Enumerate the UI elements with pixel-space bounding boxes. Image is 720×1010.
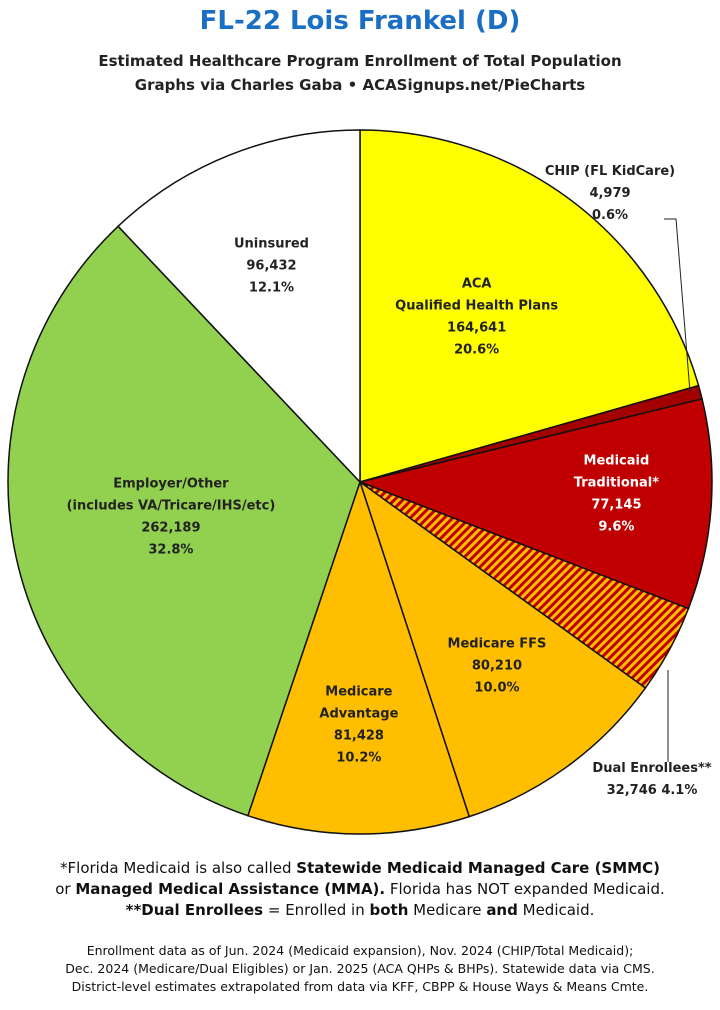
- footnote-text: = Enrolled in: [263, 901, 370, 919]
- slice-label-line: Employer/Other: [113, 477, 229, 492]
- footnote-line-1: *Florida Medicaid is also called Statewi…: [0, 858, 720, 879]
- source-line-3: District-level estimates extrapolated fr…: [71, 979, 649, 994]
- slice-label-line: 96,432: [246, 259, 296, 274]
- pie-slice-medicare: [246, 479, 471, 835]
- callout-line-chip-fl-kidcare: [664, 218, 691, 393]
- slice-label-line: 9.6%: [598, 520, 634, 535]
- slice-label-line: (includes VA/Tricare/IHS/etc): [67, 499, 276, 514]
- footnote-bold: and: [486, 901, 518, 919]
- slice-label-line: Medicaid: [584, 454, 650, 469]
- slice-label-medicare: Medicare Advantage 81,428 10.2%: [319, 684, 398, 765]
- footnote-bold: both: [369, 901, 409, 919]
- pie-slice-medicaid: [357, 398, 713, 610]
- footnotes: *Florida Medicaid is also called Statewi…: [0, 858, 720, 921]
- pie-slices: [7, 129, 713, 835]
- slice-label-uninsured: Uninsured 96,432 12.1%: [234, 237, 309, 296]
- slice-label-line: Dual Enrollees**: [592, 761, 711, 776]
- slice-label-line: ACA: [462, 276, 492, 291]
- footnote-text: Medicare: [408, 901, 487, 919]
- footnote-text: Medicaid.: [517, 901, 595, 919]
- pie-labels: ACA Qualified Health Plans 164,641 20.6% CHI…: [67, 164, 712, 798]
- slice-label-line: 4,979: [589, 186, 630, 201]
- slice-label-line: Uninsured: [234, 237, 309, 252]
- slice-label-line: 32,746 4.1%: [607, 783, 698, 798]
- slice-label-aca: ACA Qualified Health Plans 164,641 20.6%: [395, 276, 558, 357]
- pie-slice-medicare-ffs: [358, 480, 647, 818]
- footnote-bold: **Dual Enrollees: [125, 901, 264, 919]
- slice-label-medicare-ffs: Medicare FFS 80,210 10.0%: [448, 637, 547, 696]
- pie-slice-uninsured: [117, 129, 361, 484]
- footnote-line-3: **Dual Enrollees = Enrolled in both Medi…: [0, 900, 720, 921]
- slice-label-line: Advantage: [319, 706, 398, 721]
- footnote-line-2: or Managed Medical Assistance (MMA). Flo…: [0, 879, 720, 900]
- slice-label-line: 10.0%: [474, 681, 519, 696]
- source-footer: Enrollment data as of Jun. 2024 (Medicai…: [0, 942, 720, 996]
- footnote-text: Florida has NOT expanded Medicaid.: [385, 880, 665, 898]
- slice-label-line: 80,210: [472, 659, 522, 674]
- footnote-bold: Managed Medical Assistance (MMA).: [75, 880, 386, 898]
- footnote-text: or: [55, 880, 76, 898]
- slice-label-line: 0.6%: [592, 208, 628, 223]
- slice-label-line: Qualified Health Plans: [395, 298, 558, 313]
- slice-label-line: Medicare: [325, 684, 392, 699]
- slice-label-line: 262,189: [141, 521, 200, 536]
- pie-slice-employer-other: [7, 225, 361, 817]
- slice-label-chip-fl-kidcare: CHIP (FL KidCare) 4,979 0.6%: [545, 164, 675, 223]
- source-line-1: Enrollment data as of Jun. 2024 (Medicai…: [86, 943, 634, 958]
- slice-label-dual-enrollees: Dual Enrollees** 32,746 4.1%: [592, 761, 711, 798]
- chart-credit: Graphs via Charles Gaba • ACASignups.net…: [134, 76, 586, 94]
- slice-label-line: 12.1%: [249, 281, 294, 296]
- pie-chart: ACA Qualified Health Plans 164,641 20.6% CHI…: [7, 129, 713, 835]
- slice-label-line: 32.8%: [148, 543, 193, 558]
- slice-label-line: 20.6%: [454, 342, 499, 357]
- footnote-text: *Florida Medicaid is also called: [60, 859, 297, 877]
- slice-label-line: Medicare FFS: [448, 637, 547, 652]
- slice-label-line: 164,641: [447, 320, 506, 335]
- footnote-bold: Statewide Medicaid Managed Care (SMMC): [296, 859, 660, 877]
- slice-label-medicaid: Medicaid Traditional* 77,145 9.6%: [574, 454, 659, 535]
- chart-subtitle: Estimated Healthcare Program Enrollment …: [98, 52, 622, 70]
- slice-label-line: CHIP (FL KidCare): [545, 164, 675, 179]
- slice-label-line: 81,428: [334, 728, 384, 743]
- chart-title: FL-22 Lois Frankel (D): [199, 6, 521, 36]
- pie-slice-aca: [359, 129, 700, 483]
- slice-label-line: 10.2%: [336, 750, 381, 765]
- source-line-2: Dec. 2024 (Medicare/Dual Eligibles) or J…: [65, 961, 655, 976]
- slice-label-line: 77,145: [591, 498, 641, 513]
- slice-label-line: Traditional*: [574, 476, 659, 491]
- slice-label-employer-other: Employer/Other (includes VA/Tricare/IHS/e…: [67, 477, 276, 558]
